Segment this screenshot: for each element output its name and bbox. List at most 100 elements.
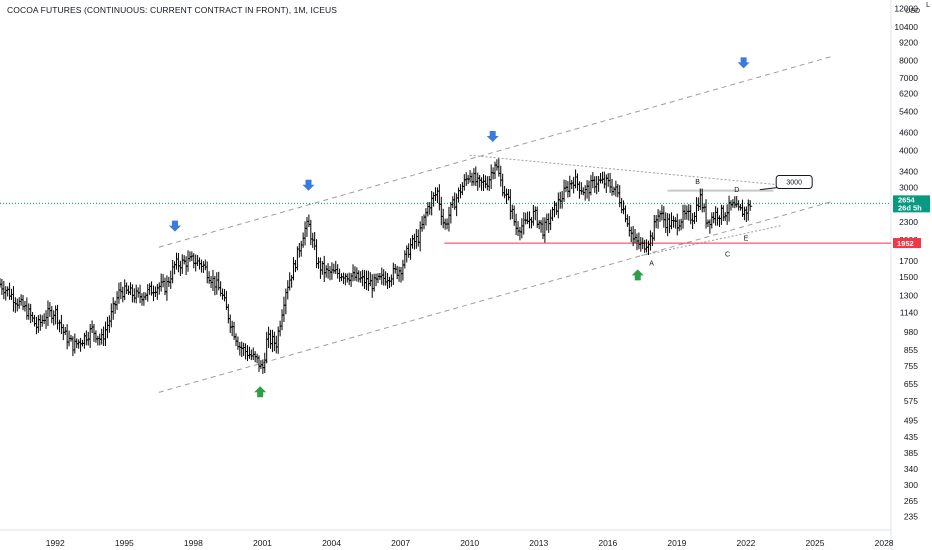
ohlc-bar [272,331,277,352]
ohlc-bar [72,333,77,354]
ohlc-bar [7,282,12,300]
ohlc-bar [611,186,616,196]
ohlc-bar [203,259,208,271]
ohlc-bar [529,217,534,229]
ohlc-bar [725,204,730,225]
ohlc-bar [665,213,670,237]
ohlc-bar [274,335,279,354]
ohlc-bar [700,188,705,213]
ohlc-bar [537,220,542,230]
ohlc-bar [212,275,217,296]
ohlc-bar [560,191,565,209]
ohlc-bar [304,216,309,237]
arrow-down-icon [302,179,315,191]
ohlc-bar [709,212,714,229]
ohlc-bar [276,326,281,354]
ohlc-bar [249,349,254,361]
ohlc-bar [713,206,718,226]
ohlc-bar [460,182,465,196]
ohlc-bar [257,355,262,372]
ohlc-bar [418,221,423,252]
ohlc-bar [237,342,242,356]
ohlc-bar [431,192,436,207]
ohlc-bar [531,204,536,226]
ohlc-bar [604,174,609,193]
ohlc-bar [742,206,747,221]
ohlc-bar [329,262,334,280]
ohlc-bar [473,166,478,187]
ohlc-bar [324,265,329,278]
ohlc-bar [719,204,724,225]
ohlc-bar [602,171,607,189]
x-tick-label: 1995 [115,538,134,548]
ohlc-bar [387,276,392,288]
ohlc-bar [617,185,622,208]
ohlc-bar [610,178,615,196]
ohlc-bar [184,256,189,275]
ohlc-bar [510,204,515,220]
ohlc-bar [88,324,93,349]
ohlc-bar [13,297,18,313]
ohlc-bar [345,273,350,283]
y-tick-label: 10400 [894,22,918,32]
ohlc-bar [575,173,580,191]
ohlc-bar [303,221,308,246]
x-tick-label: 2016 [598,538,617,548]
ohlc-bar [312,231,317,251]
ohlc-bar [241,342,246,356]
ohlc-bar [437,184,442,211]
ohlc-bar [514,213,519,236]
ohlc-bar [542,217,547,243]
ohlc-bar [462,174,467,191]
ohlc-bar [36,315,41,333]
ohlc-bar [454,193,459,217]
ohlc-bar [306,214,311,228]
ohlc-bar [210,269,215,291]
ohlc-bar [648,230,653,251]
ohlc-bar [151,285,156,302]
ohlc-bar [525,211,530,225]
ohlc-bar [51,310,56,326]
ohlc-bar [45,300,50,326]
ohlc-bar [132,288,137,303]
ohlc-bar [320,261,325,275]
ohlc-bar [5,286,10,297]
ohlc-bar [228,314,233,334]
ohlc-bar [565,181,570,198]
ohlc-bar [362,270,367,290]
ohlc-bar [567,175,572,198]
ohlc-bar [113,300,118,314]
ohlc-bar [606,173,611,187]
ohlc-bar [78,337,83,352]
ohlc-bar [613,180,618,197]
ohlc-bar [370,274,375,298]
ohlc-bar [608,172,613,193]
ohlc-bar [523,212,528,225]
ohlc-bar [721,205,726,221]
ohlc-bar [260,359,265,374]
ohlc-bar [299,240,304,257]
ohlc-bar [266,326,271,349]
ohlc-bar [569,179,574,190]
ohlc-bar [652,215,657,241]
ohlc-bar [656,209,661,229]
ohlc-bar [11,286,16,312]
support-badge [893,238,921,249]
ohlc-bar [636,232,641,250]
ohlc-bar [694,197,699,222]
ohlc-bar [554,202,559,215]
ohlc-bar [679,218,684,231]
ohlc-bar [347,272,352,286]
callout-pointer [759,187,779,191]
ohlc-bar [379,267,384,285]
ohlc-bar [65,324,70,350]
ohlc-bar [126,285,131,296]
ohlc-bar [671,215,676,228]
ohlc-bar [730,199,735,208]
ohlc-bar [264,331,269,364]
ohlc-bar [479,177,484,191]
arrow-down-icon [737,57,750,69]
ohlc-bar [592,176,597,193]
ohlc-bar [226,303,231,324]
x-axis: 1992 1995 1998 2001 2004 2007 2010 2013 2016 2019… [46,538,894,548]
